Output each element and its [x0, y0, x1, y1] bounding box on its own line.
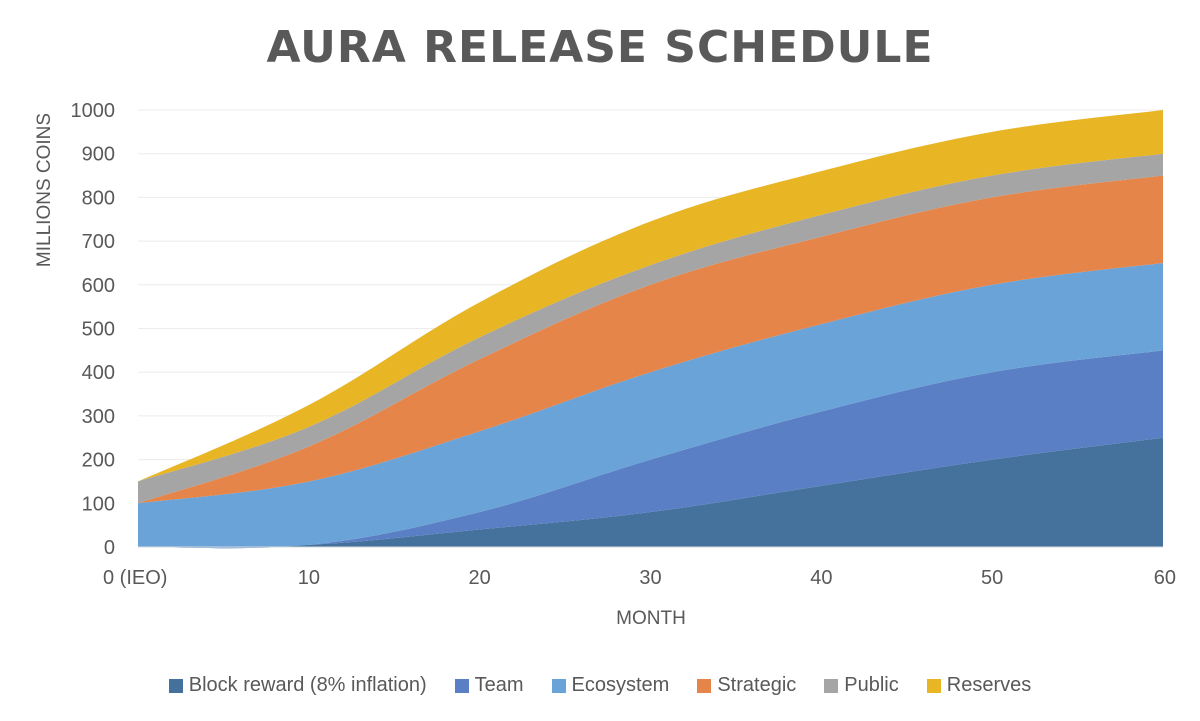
area-series-strategic: [138, 175, 1163, 504]
y-tick-label: 100: [82, 493, 115, 515]
x-tick-label: 20: [469, 567, 491, 589]
legend-swatch-icon: [926, 678, 941, 693]
legend-swatch-icon: [551, 678, 566, 693]
legend-swatch-icon: [824, 678, 839, 693]
x-tick-label: 10: [298, 567, 320, 589]
legend-label: Team: [474, 674, 524, 696]
legend-label: Ecosystem: [571, 674, 670, 696]
legend-swatch-icon: [454, 678, 469, 693]
y-tick-label: 500: [82, 319, 115, 341]
y-tick-label: 1000: [71, 100, 116, 122]
legend-item: Public: [824, 674, 899, 697]
y-axis-label: MILLIONS COINS: [34, 113, 55, 267]
legend-item: Ecosystem: [551, 674, 670, 697]
x-tick-label: 40: [810, 567, 832, 589]
area-series-block-reward-8-inflation: [138, 437, 1163, 547]
x-tick-label: 50: [981, 567, 1003, 589]
x-axis-ticks: 0 (IEO) 10 20 30 40 50 60: [103, 567, 1176, 589]
legend-item: Strategic: [697, 674, 796, 697]
y-tick-label: 400: [82, 362, 115, 384]
y-tick-label: 300: [82, 406, 115, 428]
y-tick-label: 800: [82, 187, 115, 209]
area-series-public: [138, 153, 1163, 504]
plot-areas: [138, 110, 1163, 549]
legend-label: Public: [844, 674, 899, 696]
legend-item: Reserves: [926, 674, 1032, 697]
y-tick-label: 0: [104, 537, 115, 559]
y-axis-ticks: 0 100 200 300 400 500 600 700 800 900 1000: [71, 100, 116, 559]
y-tick-label: 700: [82, 231, 115, 253]
area-series-reserves: [138, 110, 1163, 482]
legend-item: Team: [454, 674, 524, 697]
y-tick-label: 200: [82, 450, 115, 472]
x-axis-label: MONTH: [616, 608, 686, 629]
x-tick-label: 30: [639, 567, 661, 589]
legend-item: Block reward (8% inflation): [168, 674, 427, 697]
legend-swatch-icon: [697, 678, 712, 693]
legend: Block reward (8% inflation) Team Ecosystem…: [0, 674, 1200, 697]
y-tick-label: 600: [82, 275, 115, 297]
x-tick-label: 0 (IEO): [103, 567, 167, 589]
area-series-ecosystem: [138, 262, 1163, 549]
area-series-team: [138, 350, 1163, 549]
legend-label: Reserves: [946, 674, 1032, 696]
legend-swatch-icon: [168, 678, 183, 693]
legend-label: Strategic: [717, 674, 797, 696]
y-tick-label: 900: [82, 144, 115, 166]
chart-title: AURA RELEASE SCHEDULE: [266, 22, 934, 73]
x-tick-label: 60: [1154, 567, 1176, 589]
legend-label: Block reward (8% inflation): [188, 674, 427, 696]
